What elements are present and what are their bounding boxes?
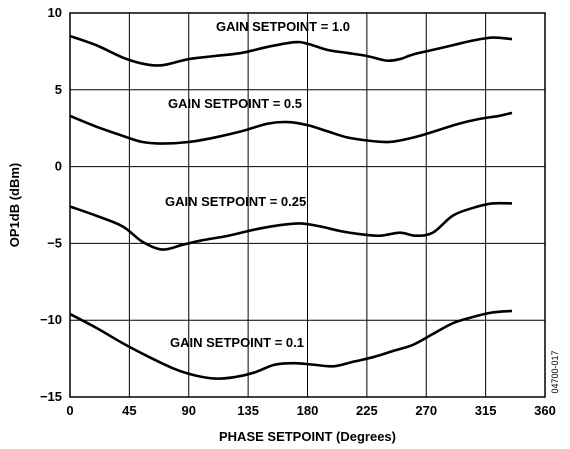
series-label-gain-0-5: GAIN SETPOINT = 0.5 bbox=[168, 96, 302, 111]
series-layer bbox=[69, 34, 513, 380]
y-tick-label: −10 bbox=[40, 312, 62, 327]
x-tick-label: 315 bbox=[475, 403, 497, 418]
grid bbox=[69, 12, 546, 398]
series-line-2 bbox=[69, 201, 513, 251]
y-tick-label: 0 bbox=[55, 159, 62, 174]
plot-frame bbox=[69, 12, 546, 398]
x-tick-label: 45 bbox=[122, 403, 136, 418]
series-line-3 bbox=[69, 309, 513, 380]
x-tick-label: 0 bbox=[66, 403, 73, 418]
x-tick-label: 90 bbox=[182, 403, 196, 418]
x-tick-label: 180 bbox=[297, 403, 319, 418]
series-label-gain-0-25: GAIN SETPOINT = 0.25 bbox=[165, 194, 306, 209]
y-tick-label: −15 bbox=[40, 389, 62, 404]
series-label-gain-1-0: GAIN SETPOINT = 1.0 bbox=[216, 19, 350, 34]
y-tick-labels: −15 −10 −5 0 5 10 bbox=[40, 5, 62, 404]
x-tick-label: 135 bbox=[237, 403, 259, 418]
y-axis-label: OP1dB (dBm) bbox=[7, 163, 22, 248]
series-label-gain-0-1: GAIN SETPOINT = 0.1 bbox=[170, 335, 304, 350]
series-line-1 bbox=[69, 111, 513, 145]
x-tick-labels: 0 45 90 135 180 225 270 315 360 bbox=[66, 403, 555, 418]
x-tick-label: 225 bbox=[356, 403, 378, 418]
y-tick-label: −5 bbox=[47, 235, 62, 250]
x-tick-label: 270 bbox=[415, 403, 437, 418]
y-tick-label: 5 bbox=[55, 82, 62, 97]
series-line-0 bbox=[69, 34, 513, 67]
y-tick-label: 10 bbox=[48, 5, 62, 20]
x-axis-label: PHASE SETPOINT (Degrees) bbox=[219, 429, 396, 444]
x-tick-label: 360 bbox=[534, 403, 556, 418]
figure-id: 04700-017 bbox=[550, 350, 560, 393]
